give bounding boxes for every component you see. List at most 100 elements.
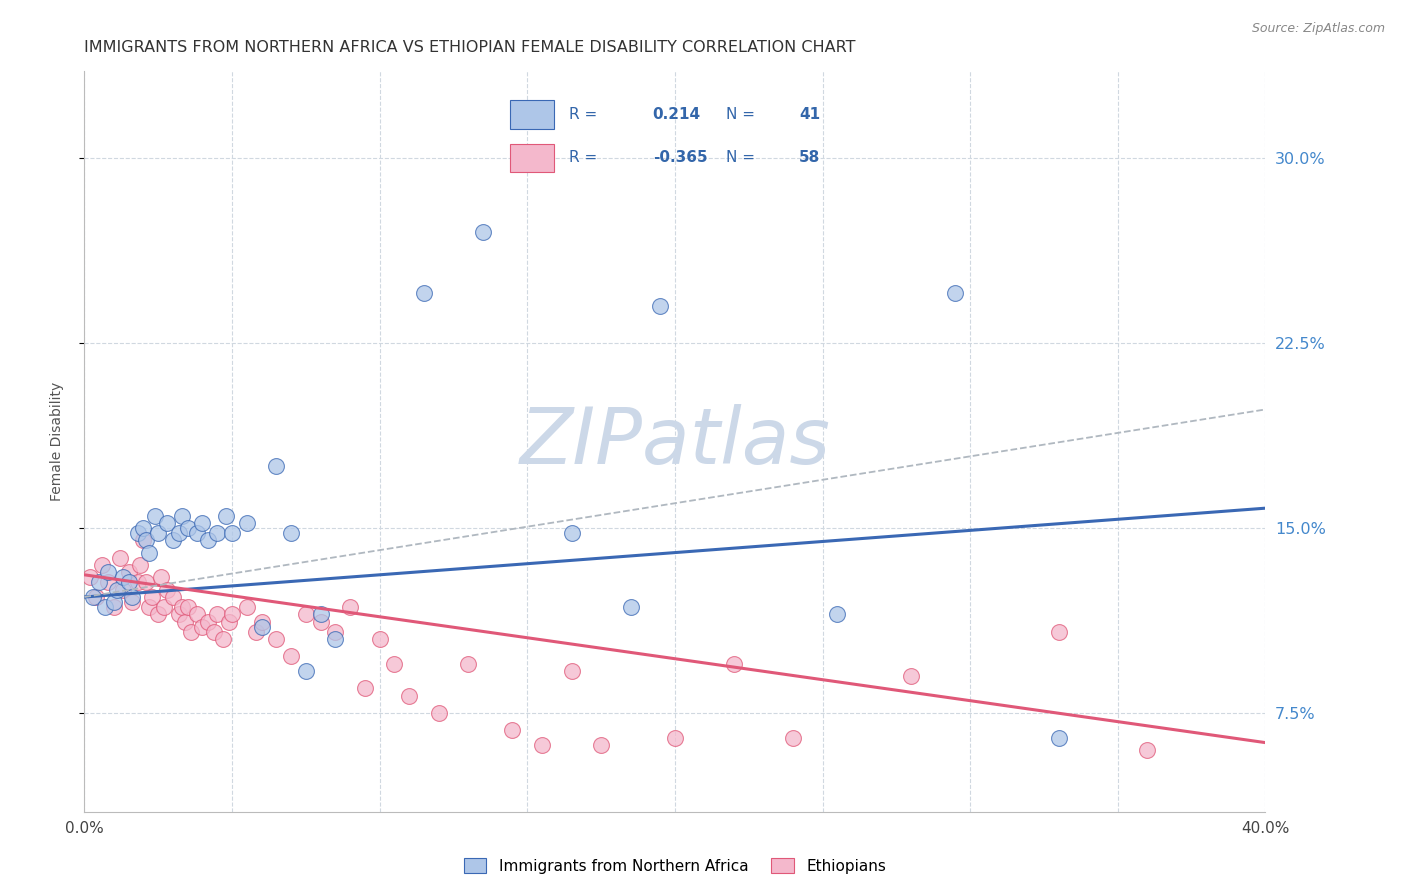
Point bbox=[382, 657, 406, 671]
Point bbox=[250, 619, 273, 633]
Point bbox=[530, 738, 553, 752]
Legend: Immigrants from Northern Africa, Ethiopians: Immigrants from Northern Africa, Ethiopi… bbox=[457, 852, 893, 880]
Point bbox=[591, 738, 613, 752]
Point bbox=[79, 570, 101, 584]
Point bbox=[309, 607, 332, 622]
Point bbox=[236, 599, 259, 614]
Text: IMMIGRANTS FROM NORTHERN AFRICA VS ETHIOPIAN FEMALE DISABILITY CORRELATION CHART: IMMIGRANTS FROM NORTHERN AFRICA VS ETHIO… bbox=[84, 40, 856, 55]
Point bbox=[186, 525, 208, 540]
Point bbox=[827, 607, 849, 622]
Point bbox=[197, 615, 219, 629]
Point bbox=[236, 516, 259, 530]
Text: 41: 41 bbox=[799, 107, 820, 122]
Y-axis label: Female Disability: Female Disability bbox=[49, 382, 63, 501]
Point bbox=[156, 516, 179, 530]
Point bbox=[173, 615, 195, 629]
Point bbox=[427, 706, 450, 720]
Text: Source: ZipAtlas.com: Source: ZipAtlas.com bbox=[1251, 22, 1385, 36]
Point bbox=[170, 508, 193, 523]
Point bbox=[368, 632, 391, 646]
Point bbox=[945, 286, 967, 301]
Point bbox=[170, 599, 193, 614]
Point bbox=[205, 525, 228, 540]
Point bbox=[121, 590, 143, 604]
Point bbox=[97, 566, 120, 580]
Point bbox=[108, 550, 131, 565]
FancyBboxPatch shape bbox=[510, 101, 554, 128]
Text: N =: N = bbox=[725, 107, 755, 122]
Text: 58: 58 bbox=[799, 150, 820, 165]
Point bbox=[186, 607, 208, 622]
Point bbox=[280, 649, 302, 664]
Point bbox=[148, 607, 170, 622]
FancyBboxPatch shape bbox=[510, 144, 554, 171]
Point bbox=[138, 545, 160, 560]
Point bbox=[218, 615, 240, 629]
Text: -0.365: -0.365 bbox=[652, 150, 707, 165]
Point bbox=[723, 657, 745, 671]
Point bbox=[1047, 624, 1070, 639]
Point bbox=[111, 570, 134, 584]
Point bbox=[91, 558, 114, 572]
Point bbox=[180, 624, 202, 639]
Point bbox=[323, 624, 347, 639]
Point bbox=[560, 664, 583, 678]
Point bbox=[121, 595, 143, 609]
Point bbox=[141, 590, 163, 604]
Point bbox=[150, 570, 173, 584]
Point bbox=[167, 607, 190, 622]
Point bbox=[264, 632, 288, 646]
Point bbox=[221, 607, 243, 622]
Point bbox=[127, 525, 149, 540]
Point bbox=[413, 286, 436, 301]
Point bbox=[148, 525, 170, 540]
Point bbox=[156, 582, 179, 597]
Point bbox=[280, 525, 302, 540]
Point bbox=[177, 521, 200, 535]
Point bbox=[197, 533, 219, 548]
Point bbox=[619, 599, 641, 614]
Point bbox=[103, 599, 125, 614]
Point bbox=[132, 521, 155, 535]
Point bbox=[212, 632, 235, 646]
Point bbox=[782, 731, 804, 745]
Point bbox=[167, 525, 190, 540]
Point bbox=[900, 669, 922, 683]
Point bbox=[103, 595, 125, 609]
Point bbox=[205, 607, 228, 622]
Point bbox=[118, 566, 141, 580]
Point bbox=[177, 599, 200, 614]
Point bbox=[82, 590, 104, 604]
Point bbox=[111, 582, 134, 597]
Point bbox=[398, 689, 420, 703]
Point bbox=[162, 533, 184, 548]
Point bbox=[457, 657, 479, 671]
Point bbox=[1047, 731, 1070, 745]
Point bbox=[309, 615, 332, 629]
Point bbox=[221, 525, 243, 540]
Text: 0.214: 0.214 bbox=[652, 107, 700, 122]
Point bbox=[250, 615, 273, 629]
Point bbox=[127, 575, 149, 590]
Point bbox=[215, 508, 238, 523]
Point bbox=[295, 607, 318, 622]
Point bbox=[202, 624, 225, 639]
Point bbox=[323, 632, 347, 646]
Point bbox=[97, 575, 120, 590]
Point bbox=[191, 516, 214, 530]
Point bbox=[354, 681, 377, 696]
Point bbox=[339, 599, 361, 614]
Text: R =: R = bbox=[568, 107, 596, 122]
Point bbox=[472, 225, 495, 239]
Point bbox=[84, 590, 107, 604]
Text: ZIPatlas: ZIPatlas bbox=[519, 403, 831, 480]
Point bbox=[264, 459, 288, 474]
Point bbox=[94, 599, 117, 614]
Point bbox=[648, 299, 672, 313]
Point bbox=[135, 533, 157, 548]
Text: N =: N = bbox=[725, 150, 755, 165]
Point bbox=[153, 599, 176, 614]
Point bbox=[89, 575, 111, 590]
Point bbox=[162, 590, 184, 604]
Point bbox=[143, 508, 166, 523]
